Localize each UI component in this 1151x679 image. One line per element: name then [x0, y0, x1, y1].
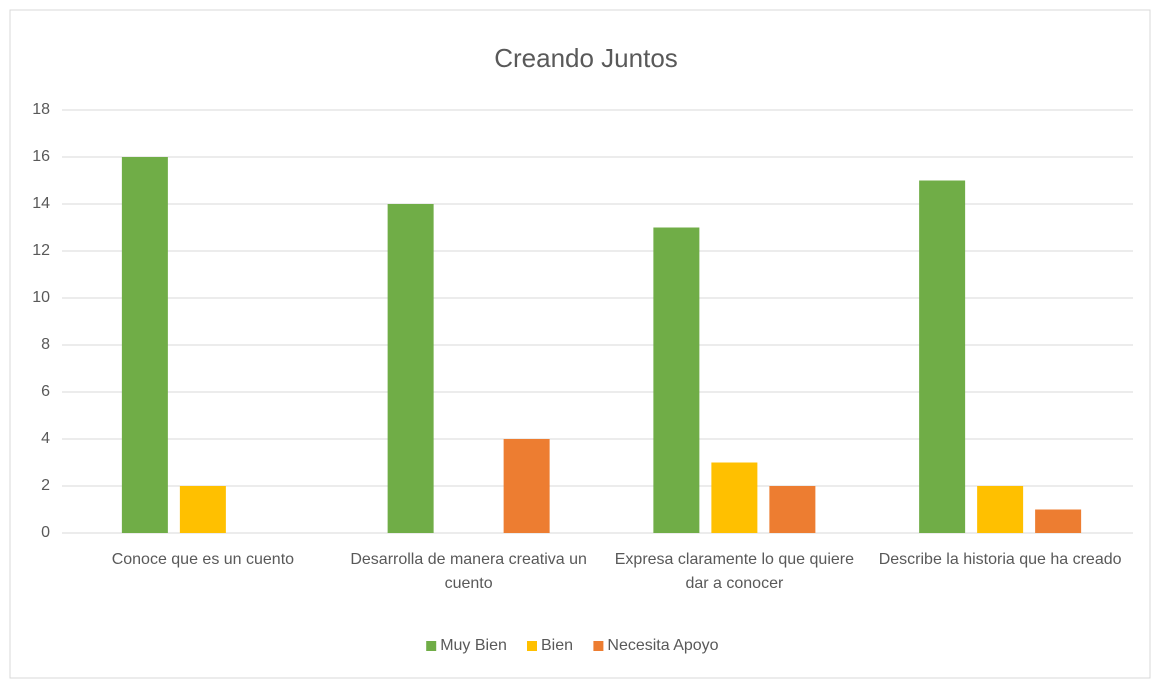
bar [653, 227, 700, 533]
x-tick-label: Describe la historia que ha creado [878, 551, 1122, 568]
bar [711, 462, 758, 533]
legend-label: Bien [541, 637, 573, 654]
legend-label: Muy Bien [440, 637, 507, 654]
legend-swatch [426, 641, 437, 651]
y-tick-label: 16 [32, 148, 50, 165]
y-tick-label: 0 [41, 524, 50, 541]
y-tick-label: 12 [32, 242, 50, 259]
x-tick-label: Expresa claramente lo que quiere dar a c… [614, 551, 854, 592]
legend-label: Necesita Apoyo [607, 637, 718, 654]
bar [977, 486, 1024, 533]
y-tick-label: 10 [32, 289, 50, 306]
y-tick-label: 8 [41, 336, 50, 353]
bar [121, 157, 168, 533]
y-tick-label: 18 [32, 101, 50, 118]
bar [179, 486, 226, 533]
y-tick-label: 6 [41, 383, 50, 400]
x-tick-label: Desarrolla de manera creativa un cuento [350, 551, 587, 592]
y-tick-label: 14 [32, 195, 50, 212]
bar [503, 439, 550, 533]
x-tick-label: Conoce que es un cuento [111, 551, 295, 568]
chart-title: Creando Juntos [494, 43, 678, 73]
y-tick-label: 4 [41, 430, 50, 447]
legend-swatch [527, 641, 537, 651]
bar [769, 486, 816, 533]
y-tick-label: 2 [41, 477, 50, 494]
bar [387, 204, 434, 533]
legend-swatch [593, 641, 604, 651]
bar [919, 180, 966, 533]
bar [1035, 509, 1082, 533]
